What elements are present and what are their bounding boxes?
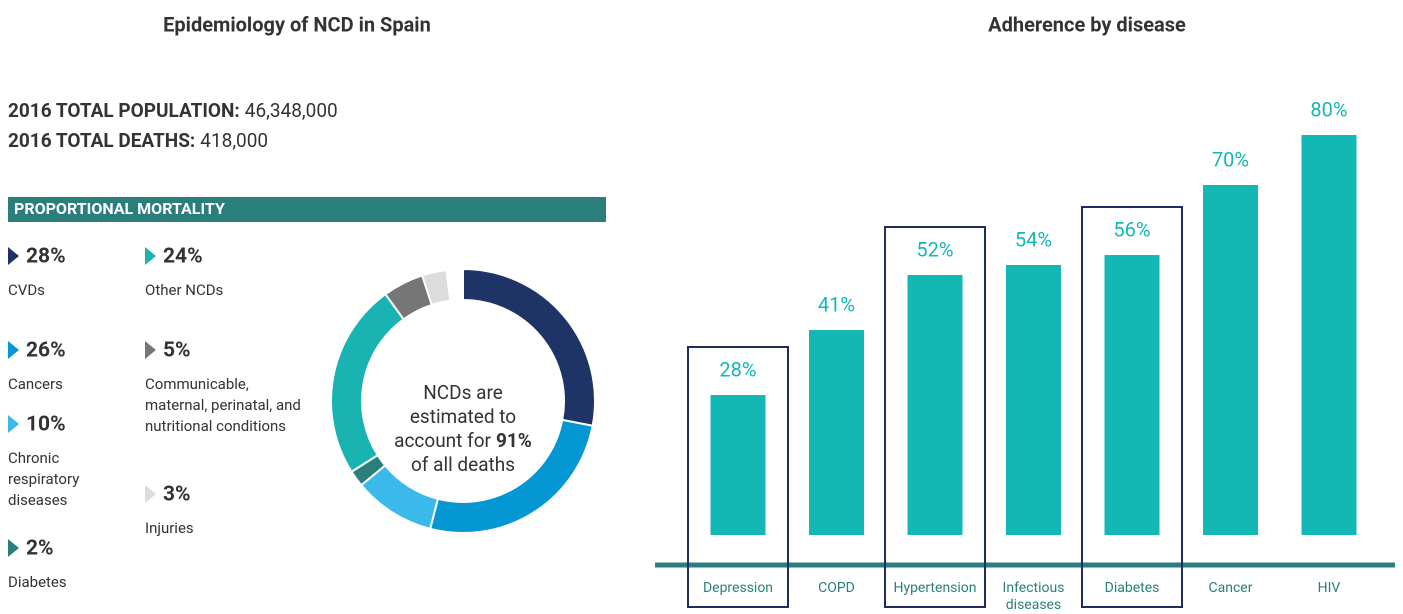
bar <box>1203 185 1258 535</box>
x-tick-label: Hypertension <box>893 580 977 596</box>
x-tick-label: HIV <box>1317 580 1341 596</box>
legend-label: Other NCDs <box>145 281 224 299</box>
center-text: of all deaths <box>411 453 515 476</box>
legend-marker <box>8 539 19 557</box>
legend-label: CVDs <box>8 281 45 299</box>
legend-value: 28% <box>26 245 66 269</box>
value-label: 54% <box>1015 227 1052 251</box>
center-text: estimated to <box>410 405 516 428</box>
stat-value: 418,000 <box>200 129 268 152</box>
highlight-box <box>1081 206 1183 608</box>
stat: 2016 TOTAL DEATHS: 418,000 <box>8 129 268 152</box>
legend-marker <box>8 415 19 433</box>
center-text: NCDs are <box>423 381 503 404</box>
x-tick-label: Depression <box>702 580 774 596</box>
bar <box>1006 265 1061 535</box>
center-text-part: account for <box>394 429 491 452</box>
donut-segment <box>330 292 406 474</box>
legend-marker <box>145 247 156 265</box>
section-header <box>8 197 606 222</box>
x-tick-label: COPD <box>818 580 855 596</box>
legend-label: Chronic respiratory diseases <box>8 449 80 509</box>
value-label: 41% <box>818 292 855 316</box>
bar <box>809 330 864 535</box>
stat-label: 2016 TOTAL DEATHS: <box>8 129 195 152</box>
legend-value: 2% <box>26 537 54 561</box>
highlight-box <box>884 226 986 608</box>
bar <box>1104 255 1160 535</box>
legend-label: Injuries <box>145 519 194 537</box>
center-text-highlight: 91% <box>496 429 532 452</box>
x-tick-label: Infectious diseases <box>1002 580 1065 613</box>
chart-title: Adherence by disease <box>988 12 1186 36</box>
legend-marker <box>145 341 156 359</box>
stat-label: 2016 TOTAL POPULATION: <box>8 99 240 122</box>
legend-value: 10% <box>26 413 66 437</box>
bar <box>907 275 963 535</box>
chart-title: Epidemiology of NCD in Spain <box>163 12 431 36</box>
value-label: 52% <box>916 237 953 261</box>
legend-marker <box>145 485 156 503</box>
value-label: 70% <box>1212 147 1249 171</box>
legend-value: 3% <box>163 483 191 507</box>
value-label: 80% <box>1310 97 1347 121</box>
legend-marker <box>8 341 19 359</box>
highlight-box <box>687 346 789 608</box>
legend-value: 26% <box>26 339 66 363</box>
stat-value: 46,348,000 <box>245 99 338 122</box>
legend-marker <box>8 247 19 265</box>
value-label: 56% <box>1113 217 1150 241</box>
donut-segment <box>420 268 452 307</box>
x-tick-label: Cancer <box>1208 580 1253 596</box>
legend-value: 5% <box>163 339 191 363</box>
bar <box>710 395 766 535</box>
center-text: account for 91% <box>394 429 532 452</box>
x-tick-label: Diabetes <box>1104 580 1160 596</box>
legend-value: 24% <box>163 245 203 269</box>
legend-label: Communicable, maternal, perinatal, and n… <box>145 375 301 435</box>
section-title: PROPORTIONAL MORTALITY <box>14 199 225 218</box>
legend-label: Diabetes <box>8 573 67 591</box>
value-label: 28% <box>719 357 756 381</box>
bar <box>1301 135 1357 535</box>
legend-label: Cancers <box>8 375 63 393</box>
stat: 2016 TOTAL POPULATION: 46,348,000 <box>8 99 338 122</box>
